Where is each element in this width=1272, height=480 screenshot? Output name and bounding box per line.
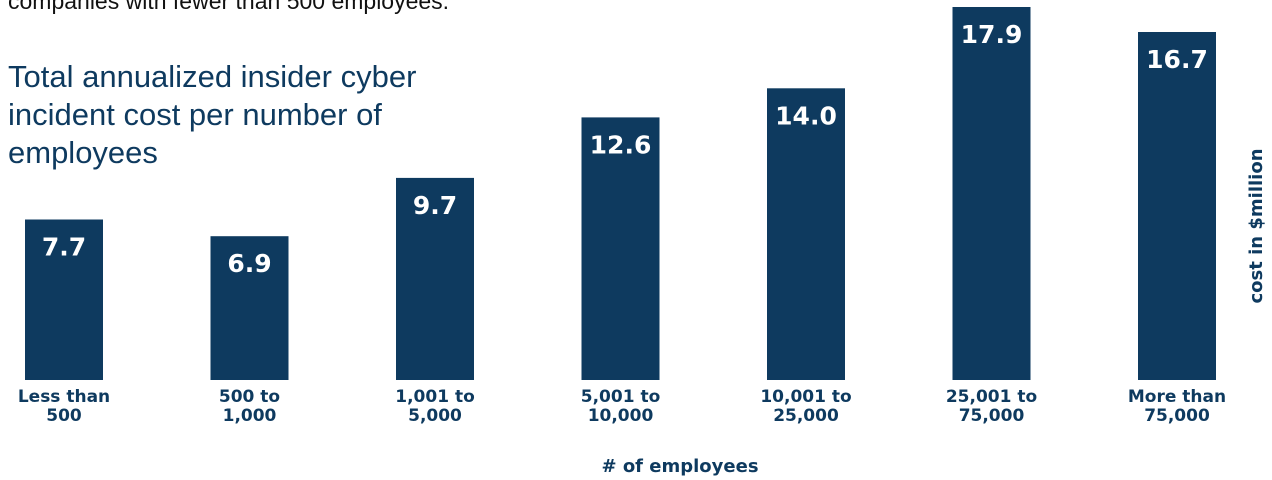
- x-tick-label: Less than 500: [18, 387, 110, 426]
- x-tick-label-line: 500 to: [219, 387, 280, 407]
- x-tick-label-line: More than: [1128, 387, 1226, 407]
- x-tick-label-line: 25,001 to: [946, 387, 1037, 407]
- x-tick-label-line: 25,000: [773, 406, 839, 426]
- x-axis-title: # of employees: [601, 456, 758, 477]
- x-tick-label-line: 5,000: [408, 406, 462, 426]
- bar: [396, 177, 474, 380]
- x-tick-label-line: 500: [46, 406, 82, 426]
- x-tick-label: 25,001 to 75,000: [946, 387, 1037, 426]
- bar: [25, 219, 103, 380]
- chart-title: Total annualized insider cyber incident …: [8, 59, 417, 170]
- data-label: 7.7: [42, 233, 86, 262]
- data-label: 6.9: [227, 249, 271, 278]
- bar: [767, 88, 845, 381]
- x-tick-label-line: 10,000: [588, 406, 654, 426]
- data-label: 17.9: [961, 20, 1023, 49]
- x-tick-label-line: 5,001 to: [581, 387, 661, 407]
- x-tick-label: More than 75,000: [1128, 387, 1226, 426]
- bars-layer: [25, 7, 1216, 381]
- x-tick-label-line: 1,001 to: [395, 387, 475, 407]
- data-label: 14.0: [775, 101, 837, 130]
- y-axis-title: cost in $million: [1246, 148, 1267, 303]
- bar: [952, 7, 1031, 380]
- x-tick-label: 1,001 to 5,000: [395, 387, 475, 426]
- x-tick-label-line: 75,000: [1144, 406, 1210, 426]
- x-tick-label: 500 to 1,000: [219, 387, 280, 426]
- data-label: 16.7: [1146, 45, 1208, 74]
- x-tick-label: 10,001 to 25,000: [760, 387, 851, 426]
- data-label: 9.7: [413, 191, 457, 220]
- x-tick-label-line: Less than: [18, 387, 110, 407]
- bar: [210, 236, 289, 380]
- x-tick-label-line: 1,000: [223, 406, 277, 426]
- bar: [1138, 32, 1216, 380]
- data-label: 12.6: [590, 130, 652, 159]
- intro-text: companies with fewer than 500 employees.: [8, 0, 450, 14]
- x-tick-label: 5,001 to 10,000: [581, 387, 661, 426]
- bar: [581, 117, 660, 381]
- data-labels-layer: 7.7 6.9 9.7 12.6 14.0 17.9 16.7: [42, 20, 1208, 278]
- x-tick-label-line: 10,001 to: [760, 387, 851, 407]
- x-tick-label-line: 75,000: [959, 406, 1025, 426]
